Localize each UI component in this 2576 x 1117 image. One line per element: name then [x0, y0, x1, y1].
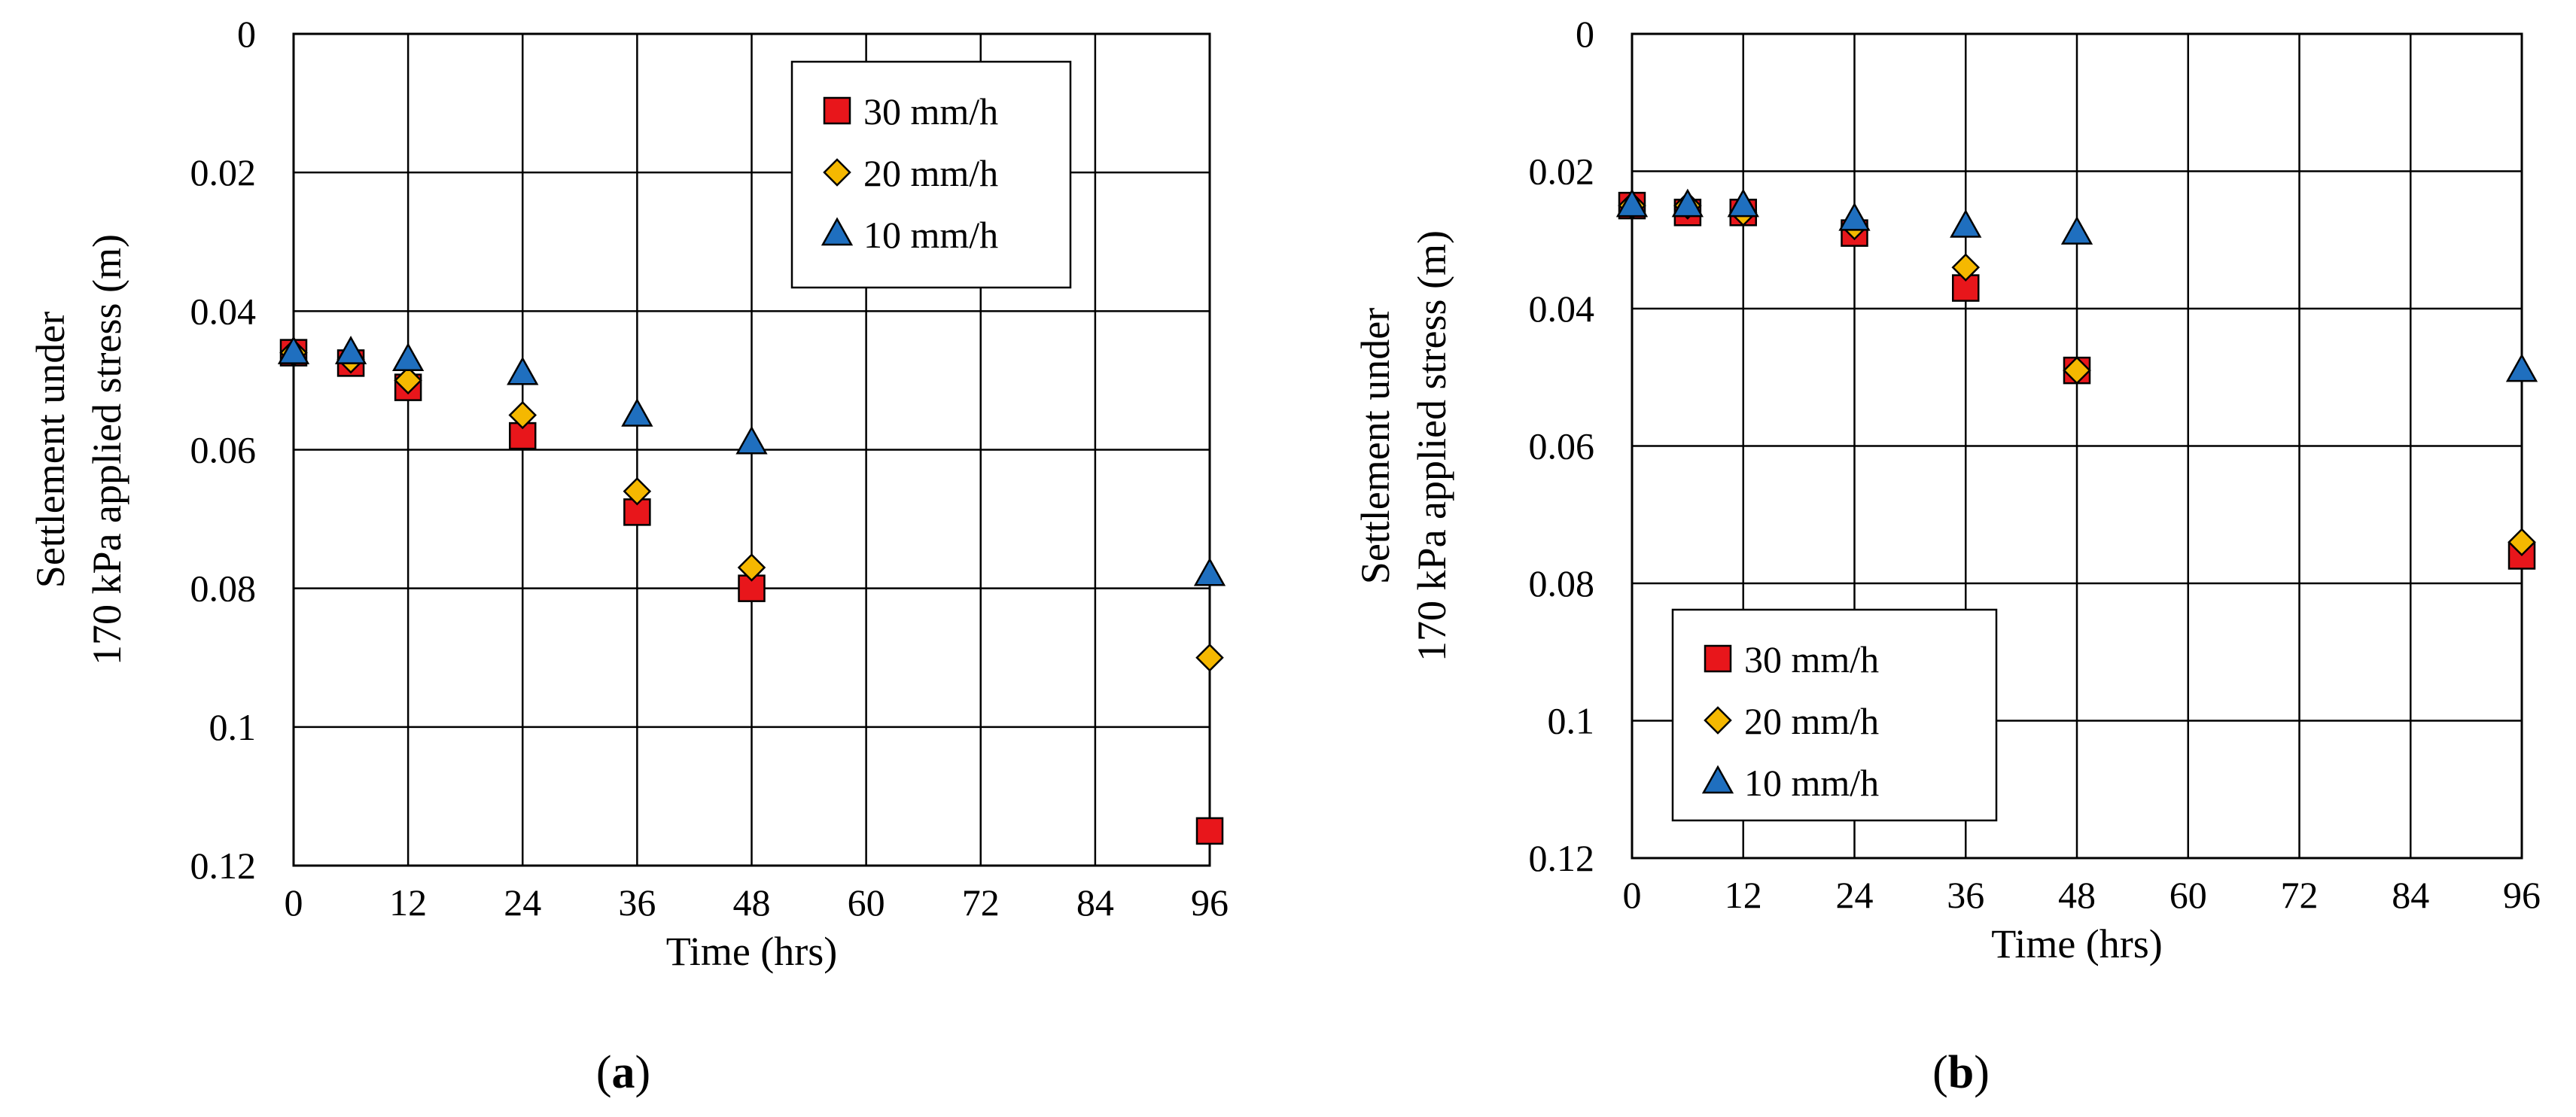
data-point-triangle — [621, 397, 653, 427]
data-point-triangle — [2505, 353, 2538, 382]
legend-label: 30 mm/h — [863, 90, 998, 132]
data-point-diamond — [737, 553, 766, 582]
series-triangle — [1615, 188, 2538, 382]
y-tick-label: 0.1 — [1548, 700, 1595, 742]
legend-marker-triangle — [1701, 765, 1734, 794]
x-tick-label: 24 — [1836, 874, 1874, 916]
x-tick-label: 0 — [1623, 874, 1642, 916]
y-axis-label-line1: Settlement under — [28, 312, 73, 588]
x-tick-label: 96 — [2503, 874, 2541, 916]
x-axis-label: Time (hrs) — [1991, 921, 2163, 966]
x-tick-label: 84 — [1076, 881, 1114, 924]
data-point-triangle — [1950, 208, 1982, 238]
legend: 30 mm/h 20 mm/h 10 mm/h — [1671, 608, 1998, 822]
legend-label: 10 mm/h — [1744, 762, 1879, 804]
series-triangle — [277, 336, 1226, 586]
y-tick-label: 0.1 — [209, 706, 257, 748]
data-point-diamond — [508, 400, 537, 430]
x-tick-label: 12 — [1725, 874, 1762, 916]
x-tick-label: 12 — [389, 881, 427, 924]
y-tick-label: 0.12 — [190, 845, 257, 887]
data-point-diamond — [623, 476, 652, 506]
y-tick-label: 0.02 — [190, 151, 257, 193]
y-tick-label: 0.08 — [190, 568, 257, 610]
data-point-triangle — [1671, 188, 1704, 218]
data-point-diamond — [2063, 356, 2091, 385]
panel-label: (a) — [596, 1047, 650, 1098]
panel-label-open: ( — [596, 1047, 612, 1098]
legend-label: 30 mm/h — [1744, 638, 1879, 680]
x-axis-label: Time (hrs) — [666, 929, 838, 974]
y-axis-label-line2: 170 kPa applied stress (m) — [84, 234, 129, 665]
x-tick-label: 72 — [2281, 874, 2319, 916]
panel-label: (b) — [1932, 1047, 1990, 1098]
legend-marker-square — [823, 96, 851, 125]
y-axis-label-line2: 170 kPa applied stress (m) — [1409, 230, 1454, 662]
x-tick-label: 36 — [618, 881, 656, 924]
x-tick-label: 36 — [1947, 874, 1984, 916]
data-point-triangle — [1727, 188, 1759, 218]
x-tick-label: 48 — [733, 881, 771, 924]
y-tick-label: 0.06 — [190, 429, 257, 471]
panel-label-close: ) — [635, 1047, 651, 1098]
data-point-square — [1195, 817, 1224, 845]
data-point-triangle — [391, 342, 425, 372]
y-tick-label: 0 — [1576, 13, 1594, 55]
legend: 30 mm/h 20 mm/h 10 mm/h — [790, 60, 1072, 289]
x-tick-label: 60 — [848, 881, 885, 924]
panel-label-open: ( — [1932, 1047, 1948, 1098]
x-tick-label: 84 — [2392, 874, 2429, 916]
chart-a: 0 12 24 36 48 60 72 84 96 0 0.02 0.04 0.06 0.08 0.1 0.1… — [28, 13, 1229, 1098]
y-tick-label: 0.08 — [1529, 562, 1595, 604]
legend-marker-diamond — [1704, 706, 1732, 735]
legend-label: 10 mm/h — [863, 214, 998, 256]
panel-label-letter: a — [612, 1047, 635, 1098]
legend-marker-diamond — [823, 158, 851, 187]
x-tick-label: 0 — [285, 881, 303, 924]
chart-b: 0 12 24 36 48 60 72 84 96 0 0.02 0.04 0.06 0.08 0.1 0.1… — [1353, 13, 2541, 1098]
x-tick-label: 48 — [2058, 874, 2096, 916]
panel-label-letter: b — [1948, 1047, 1974, 1098]
data-point-diamond — [1951, 253, 1981, 282]
x-tick-label: 96 — [1191, 881, 1229, 924]
data-point-triangle — [334, 336, 367, 364]
data-point-triangle — [2060, 216, 2093, 245]
x-tick-label: 72 — [962, 881, 1000, 924]
x-tick-label: 60 — [2170, 874, 2207, 916]
legend-label: 20 mm/h — [1744, 700, 1879, 742]
y-tick-label: 0.12 — [1529, 837, 1595, 879]
data-point-triangle — [1615, 188, 1649, 218]
y-tick-label: 0.06 — [1529, 425, 1595, 467]
y-tick-label: 0.04 — [190, 290, 257, 332]
data-point-diamond — [394, 366, 422, 395]
data-point-diamond — [2507, 528, 2536, 557]
data-point-triangle — [735, 425, 768, 455]
data-point-triangle — [1193, 557, 1226, 586]
y-tick-label: 0.02 — [1529, 151, 1595, 193]
y-axis-label-line1: Settlement under — [1353, 308, 1398, 584]
y-tick-label: 0.04 — [1529, 288, 1595, 330]
y-tick-label: 0 — [237, 13, 256, 55]
panel-label-close: ) — [1974, 1047, 1990, 1098]
data-point-triangle — [277, 336, 310, 364]
data-point-triangle — [507, 356, 539, 385]
legend-marker-triangle — [821, 217, 854, 246]
legend-label: 20 mm/h — [863, 152, 998, 194]
x-tick-label: 24 — [504, 881, 541, 924]
legend-marker-square — [1704, 644, 1732, 673]
data-point-diamond — [1195, 643, 1224, 672]
data-point-triangle — [1838, 202, 1871, 231]
